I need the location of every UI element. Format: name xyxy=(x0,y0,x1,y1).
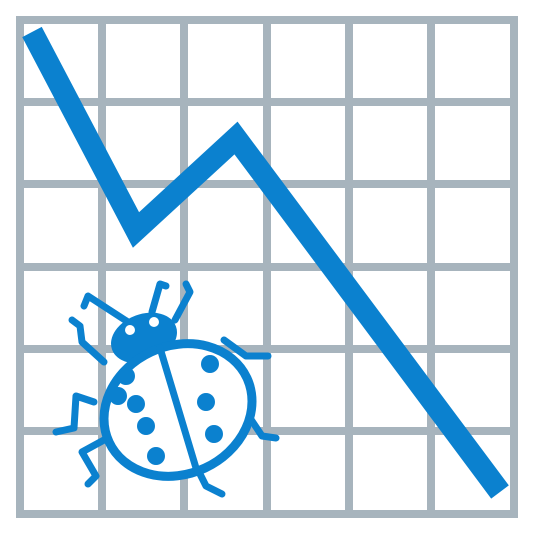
bug-leg xyxy=(78,436,108,488)
bug-antenna-right xyxy=(171,280,194,324)
bug-spot xyxy=(201,355,219,373)
bug-eye xyxy=(149,317,159,327)
bug-eye xyxy=(125,325,135,335)
bug-icon xyxy=(52,280,280,498)
bug-spot xyxy=(137,417,155,435)
bug-leg xyxy=(68,316,108,366)
bug-spot xyxy=(117,367,135,385)
bug-antenna-left xyxy=(80,292,132,326)
bug-leg xyxy=(52,392,98,436)
bug-leg xyxy=(246,414,280,442)
bug-spot xyxy=(147,447,165,465)
bug-spot xyxy=(127,395,145,413)
bug-spot xyxy=(109,387,127,405)
bug-spot xyxy=(205,425,223,443)
trend-line-icon xyxy=(22,26,509,499)
bug-antenna-center xyxy=(148,280,170,316)
bug-leg xyxy=(220,336,272,360)
bug-spot xyxy=(197,393,215,411)
bug-wing-split xyxy=(156,344,200,472)
